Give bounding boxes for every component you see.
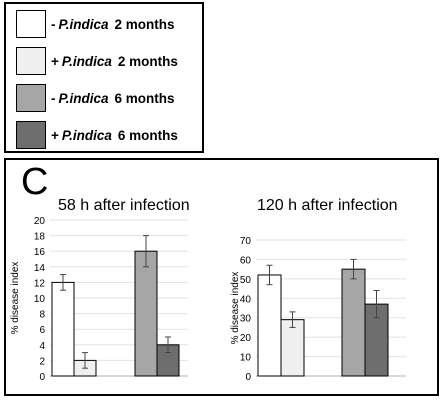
legend-swatch: [16, 10, 46, 38]
legend: - P.indica 2 months + P.indica 2 months - P.i…: [4, 2, 204, 153]
legend-swatch: [16, 84, 46, 112]
y-tick-label: 18: [34, 232, 46, 243]
y-tick-label: 0: [39, 372, 45, 383]
bar: [341, 268, 366, 377]
bar: [257, 274, 282, 377]
chart-title: 120 h after infection: [257, 197, 398, 214]
y-tick-label: 70: [240, 236, 252, 247]
y-tick-label: 12: [34, 278, 46, 289]
y-tick-label: 10: [240, 353, 252, 364]
legend-sign: -: [51, 91, 56, 106]
legend-duration: 2 months: [117, 54, 178, 69]
y-axis-label: % disease index: [10, 262, 21, 335]
y-axis-label: % disease index: [230, 272, 241, 345]
panel-letter: C: [21, 161, 49, 203]
y-tick-label: 60: [240, 255, 252, 266]
legend-species: P.indica: [58, 91, 109, 106]
y-tick-label: 2: [39, 356, 45, 367]
y-tick-label: 30: [240, 314, 252, 325]
legend-duration: 6 months: [114, 91, 175, 106]
legend-swatch: [16, 121, 46, 149]
bar: [51, 281, 75, 377]
y-tick-label: 16: [34, 247, 46, 258]
legend-species: P.indica: [61, 128, 112, 143]
y-tick-label: 0: [245, 372, 251, 383]
legend-sign: +: [51, 54, 59, 69]
legend-duration: 2 months: [114, 17, 175, 32]
y-tick-label: 6: [39, 325, 45, 336]
y-tick-label: 14: [34, 263, 46, 274]
y-tick-label: 20: [34, 216, 46, 227]
y-tick-label: 50: [240, 275, 252, 286]
y-tick-label: 20: [240, 333, 252, 344]
legend-species: P.indica: [58, 17, 109, 32]
legend-species: P.indica: [61, 54, 112, 69]
y-tick-label: 8: [39, 310, 45, 321]
bar: [134, 250, 158, 377]
y-tick-label: 4: [39, 341, 45, 352]
legend-swatch: [16, 47, 46, 75]
y-tick-label: 40: [240, 294, 252, 305]
legend-sign: -: [51, 17, 56, 32]
legend-duration: 6 months: [117, 128, 178, 143]
chart-title: 58 h after infection: [58, 197, 190, 214]
y-tick-label: 10: [34, 294, 46, 305]
bar: [280, 319, 305, 377]
legend-sign: +: [51, 128, 59, 143]
